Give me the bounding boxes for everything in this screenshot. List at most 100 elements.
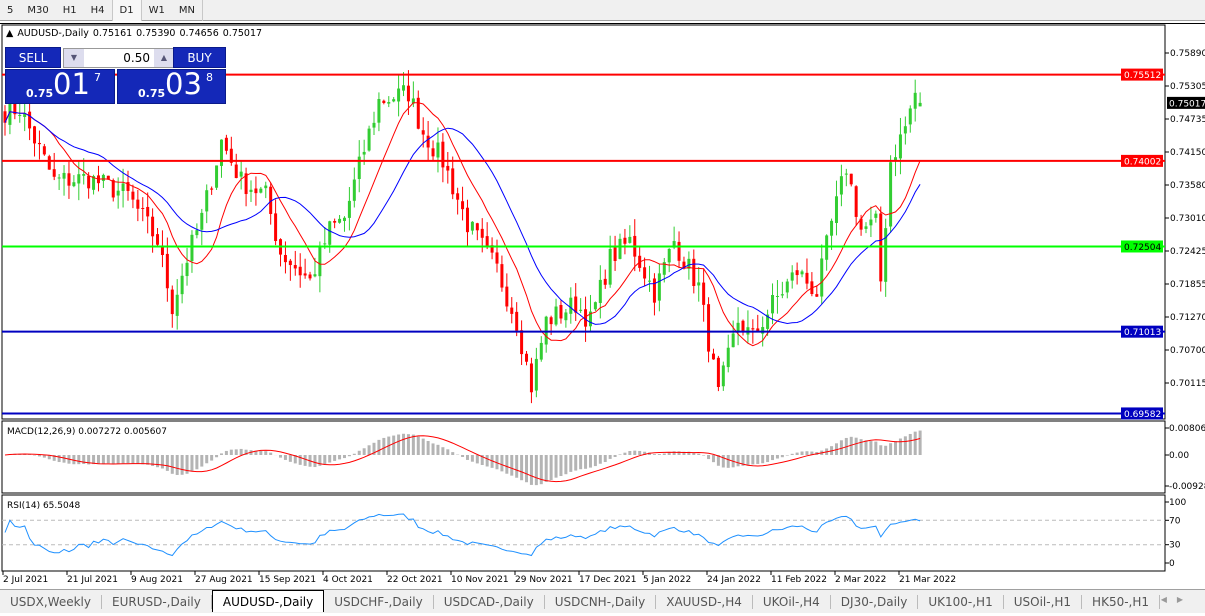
sell-button[interactable]: SELL [5, 47, 61, 68]
buy-button[interactable]: BUY [173, 47, 226, 68]
candle-body [254, 188, 258, 194]
chart-tab[interactable]: USDCHF-,Daily [324, 594, 434, 609]
candle-body [465, 207, 469, 233]
candle-body [761, 327, 765, 334]
candle-body [780, 294, 784, 296]
tf-h1[interactable]: H1 [62, 5, 77, 16]
candle-body [185, 262, 189, 277]
tf-m30[interactable]: M30 [27, 5, 49, 16]
date-tick-label: 22 Oct 2021 [387, 575, 443, 585]
candle-body [160, 245, 164, 255]
current-price-label: 0.75017 [1169, 99, 1205, 109]
candle-body [170, 289, 174, 315]
candle-body [480, 228, 484, 238]
tf-m5[interactable]: 5 [7, 5, 14, 16]
moving-average-fast [4, 102, 921, 347]
candle-body [702, 282, 706, 305]
chart-tab[interactable]: USDX,Weekly [0, 594, 102, 609]
price-tick-label: 0.70700 [1170, 346, 1205, 356]
candle-body [77, 174, 81, 184]
candle-body [894, 157, 898, 161]
chart-window[interactable]: 0.75890 0.75305 0.74735 0.74150 0.73580 0.730… [0, 23, 1205, 588]
candle-body [775, 295, 779, 297]
candle-body [839, 176, 843, 195]
candle-body [677, 241, 681, 261]
candle-body [28, 111, 32, 129]
candle-body [298, 266, 302, 276]
lot-decrease-icon[interactable]: ▼ [64, 49, 84, 67]
candle-body [830, 220, 834, 236]
sell-price[interactable]: 0.75 01 7 [5, 67, 115, 104]
tab-scroll-arrows-icon[interactable]: ◀▶ [1160, 595, 1193, 604]
timeframe-toolbar: 5 M30 H1 H4 D1 W1 MN [0, 0, 1205, 21]
level-price-badge [1121, 325, 1163, 338]
candle-body [908, 108, 912, 125]
candle-body [849, 173, 853, 185]
candle-body [505, 286, 509, 307]
candle-body [456, 193, 460, 200]
candle-body [387, 102, 391, 104]
date-tick-label: 10 Nov 2021 [451, 575, 509, 585]
candle-body [229, 148, 233, 163]
candle-body [318, 245, 322, 277]
candle-body [411, 98, 415, 104]
level-price-label: 0.72504 [1124, 243, 1161, 253]
chart-tab[interactable]: UKOil-,H4 [753, 594, 831, 609]
candle-body [116, 190, 120, 196]
candle-body [239, 171, 243, 177]
chart-tab[interactable]: DJ30-,Daily [831, 594, 919, 609]
chart-tab[interactable]: USDCNH-,Daily [545, 594, 657, 609]
date-tick-label: 17 Dec 2021 [579, 575, 637, 585]
candle-body [87, 175, 91, 189]
ohlc-close: 0.75017 [222, 28, 263, 39]
main-panel-frame [1, 24, 1166, 420]
lot-size-stepper[interactable]: ▼ 0.50 ▲ [63, 48, 175, 68]
chart-canvas[interactable]: 0.75890 0.75305 0.74735 0.74150 0.73580 0.730… [0, 24, 1205, 589]
chart-tab[interactable]: AUDUSD-,Daily [211, 589, 325, 612]
candle-body [692, 258, 696, 286]
lot-increase-icon[interactable]: ▲ [154, 49, 174, 67]
chart-tab[interactable]: XAUUSD-,H4 [656, 594, 753, 609]
candle-body [490, 245, 494, 253]
candle-body [37, 142, 41, 145]
candle-body [421, 130, 425, 135]
candle-body [82, 174, 86, 176]
candle-body [805, 272, 809, 284]
date-tick-label: 5 Jan 2022 [643, 575, 691, 585]
candle-body [593, 302, 597, 310]
candle-body [475, 223, 479, 231]
chart-tab[interactable]: UK100-,H1 [918, 594, 1004, 609]
chart-tab[interactable]: HK50-,H1 [1082, 594, 1161, 609]
candle-body [588, 311, 592, 327]
buy-price[interactable]: 0.75 03 8 [117, 67, 226, 104]
lot-size-input[interactable]: 0.50 [123, 51, 150, 65]
collapse-triangle-icon[interactable]: ▲ [6, 28, 14, 39]
candle-body [697, 282, 701, 286]
date-tick-label: 2 Mar 2022 [835, 575, 886, 585]
tf-mn[interactable]: MN [178, 5, 195, 16]
candle-body [574, 296, 578, 313]
candle-body [338, 218, 342, 223]
price-tick-label: 0.71855 [1170, 280, 1205, 290]
candle-body [657, 273, 661, 301]
candle-body [662, 262, 666, 275]
chart-tab[interactable]: USOil-,H1 [1004, 594, 1083, 609]
toolbar-divider [201, 0, 203, 21]
candle-body [106, 175, 110, 180]
chart-tab[interactable]: EURUSD-,Daily [102, 594, 212, 609]
candle-body [898, 134, 902, 159]
candle-body [771, 294, 775, 314]
candle-body [224, 137, 228, 151]
tf-d1[interactable]: D1 [111, 0, 142, 21]
sell-price-big: 01 [53, 67, 90, 101]
tf-h4[interactable]: H4 [90, 5, 105, 16]
candle-body [111, 180, 115, 198]
level-price-badge [1121, 154, 1163, 167]
buy-price-sup: 8 [206, 71, 213, 84]
candle-body [333, 220, 337, 223]
candle-body [57, 177, 61, 179]
candle-body [815, 294, 819, 297]
tf-w1[interactable]: W1 [148, 5, 165, 16]
chart-tab[interactable]: USDCAD-,Daily [434, 594, 545, 609]
candle-body [707, 304, 711, 352]
